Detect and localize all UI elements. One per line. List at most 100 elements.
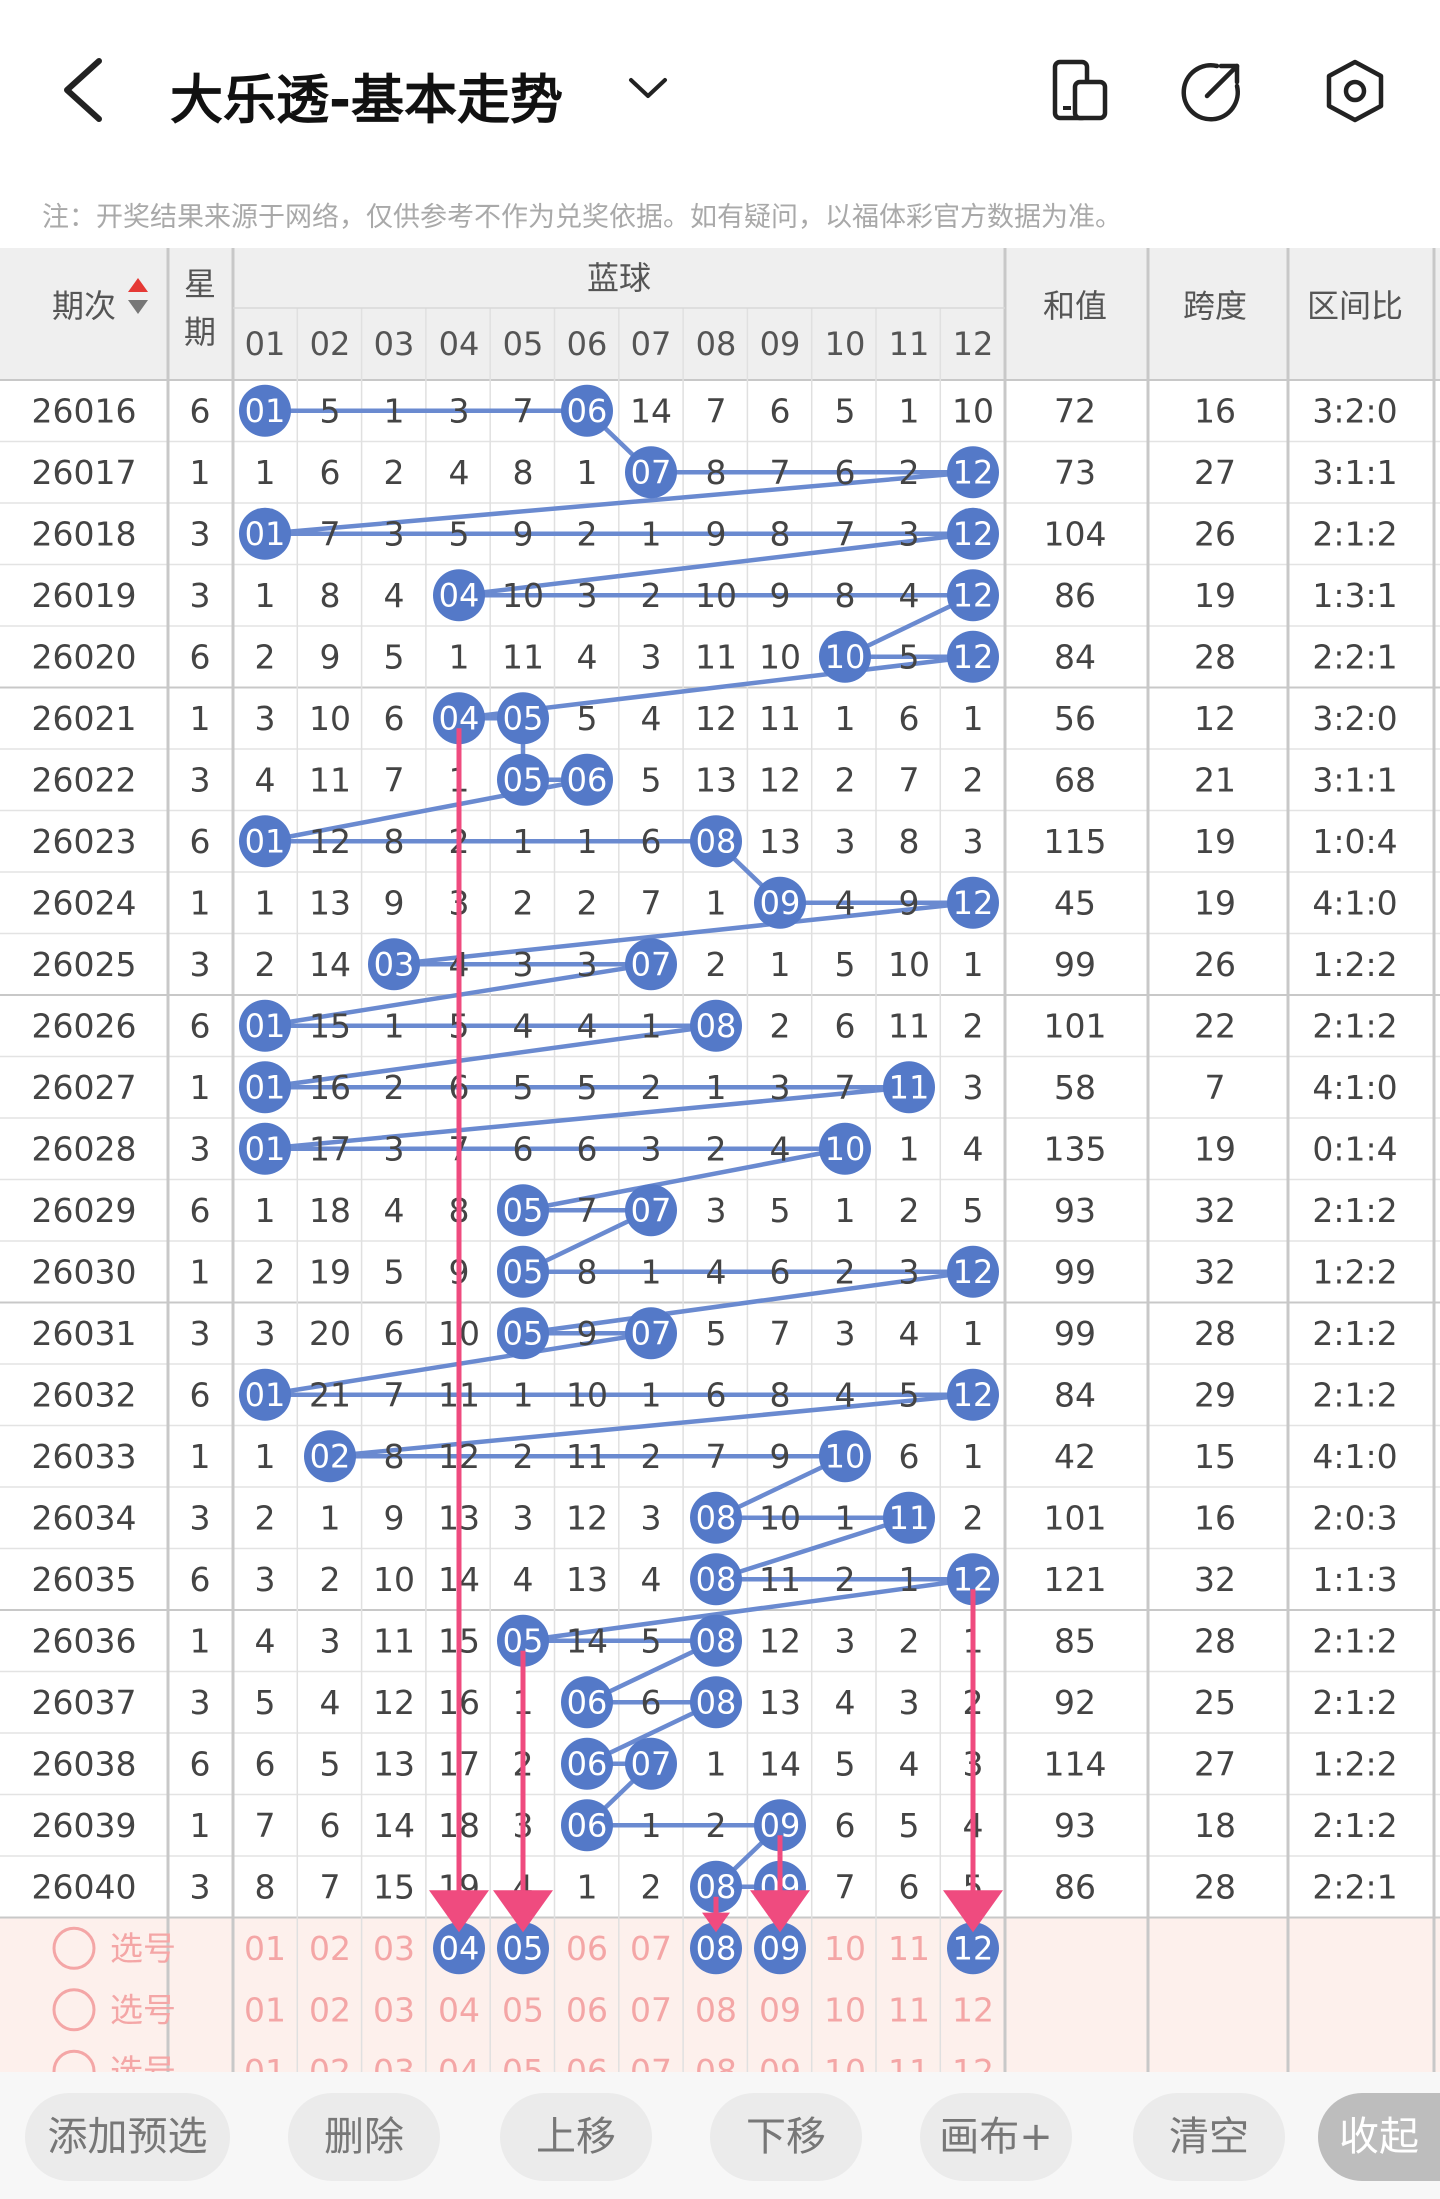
week-cell: 1 [190,1621,211,1660]
candidate-ball[interactable]: 07 [630,1929,672,1968]
omission-count: 2 [835,1252,856,1291]
omission-count: 1 [384,391,405,430]
candidate-ball[interactable]: 06 [566,2052,608,2072]
omission-count: 1 [963,699,984,738]
back-icon[interactable] [55,55,115,125]
omission-count: 4 [899,576,920,615]
omission-count: 7 [320,1867,341,1906]
omission-count: 8 [770,514,791,553]
candidate-ball[interactable]: 02 [309,1990,351,2029]
candidate-ball[interactable]: 03 [373,1990,415,2029]
delete-button[interactable]: 删除 [288,2093,440,2181]
radio-button[interactable] [52,2049,96,2072]
candidate-ball[interactable]: 12 [952,2052,994,2072]
omission-count: 7 [835,1867,856,1906]
blue-ball [947,1245,999,1298]
candidate-ball[interactable]: 10 [824,1929,866,1968]
blue-ball [947,1553,999,1606]
period-cell: 26018 [32,514,137,553]
omission-count: 19 [309,1252,351,1291]
omission-count: 5 [577,699,598,738]
omission-count: 9 [577,1314,598,1353]
week-cell: 6 [190,1560,211,1599]
candidate-ball[interactable]: 07 [630,1990,672,2029]
candidate-ball[interactable]: 06 [566,1929,608,1968]
ratio-cell: 2:1:2 [1312,1621,1397,1660]
ball-number: 03 [374,945,415,983]
candidate-ball[interactable]: 09 [759,1990,801,2029]
omission-count: 9 [899,883,920,922]
sum-cell: 135 [1044,1129,1107,1168]
week-header: 星 [184,265,216,303]
radio-button[interactable] [52,1988,96,2032]
omission-count: 10 [373,1560,415,1599]
chevron-down-icon[interactable] [625,70,671,106]
candidate-ball[interactable]: 08 [695,2052,737,2072]
candidate-ball[interactable]: 05 [502,1990,544,2029]
omission-count: 10 [759,637,801,676]
candidate-ball[interactable]: 09 [759,2052,801,2072]
canvas-button[interactable]: 画布+ [920,2093,1072,2181]
candidate-ball[interactable]: 08 [695,1990,737,2029]
candidate-ball[interactable]: 06 [566,1990,608,2029]
selected-ball[interactable] [754,1922,806,1975]
omission-count: 5 [835,391,856,430]
candidate-ball[interactable]: 01 [244,2052,286,2072]
omission-count: 2 [641,1867,662,1906]
page-title[interactable]: 大乐透-基本走势 [170,70,563,131]
selected-ball[interactable] [947,1922,999,1975]
sort-up-icon[interactable] [128,278,148,292]
candidate-ball[interactable]: 03 [373,2052,415,2072]
add-preselect-button[interactable]: 添加预选 [25,2093,230,2181]
candidate-ball[interactable]: 07 [630,2052,672,2072]
ball-number: 02 [310,1437,351,1475]
candidate-ball[interactable]: 04 [438,1990,480,2029]
selected-ball[interactable] [690,1922,742,1975]
candidate-ball[interactable]: 01 [244,1929,286,1968]
candidate-ball[interactable]: 03 [373,1929,415,1968]
omission-count: 3 [963,1068,984,1107]
selected-ball[interactable] [433,1922,485,1975]
omission-count: 3 [706,1191,727,1230]
omission-count: 7 [320,514,341,553]
ball-number: 04 [439,576,480,614]
candidate-ball[interactable]: 10 [824,2052,866,2072]
candidate-ball[interactable]: 12 [952,1990,994,2029]
omission-count: 6 [770,1252,791,1291]
move-down-button[interactable]: 下移 [710,2093,862,2181]
ball-number: 08 [696,1560,737,1598]
omission-count: 4 [963,1129,984,1168]
share-icon[interactable] [1177,56,1247,126]
radio-button[interactable] [52,1926,96,1970]
omission-count: 1 [641,1006,662,1045]
arrow-head-icon [702,1912,730,1933]
candidate-ball[interactable]: 02 [309,1929,351,1968]
candidate-ball[interactable]: 04 [438,2052,480,2072]
omission-count: 2 [835,1560,856,1599]
candidate-ball[interactable]: 11 [888,1990,930,2029]
selected-ball[interactable] [497,1922,549,1975]
omission-count: 8 [577,1252,598,1291]
omission-count: 4 [835,883,856,922]
omission-count: 11 [695,637,737,676]
candidate-ball[interactable]: 01 [244,1990,286,2029]
blue-ball [883,1061,935,1114]
candidate-ball[interactable]: 02 [309,2052,351,2072]
candidate-ball[interactable]: 10 [824,1990,866,2029]
move-up-button[interactable]: 上移 [500,2093,652,2181]
clear-button[interactable]: 清空 [1133,2093,1285,2181]
omission-count: 13 [566,1560,608,1599]
omission-count: 3 [641,1129,662,1168]
settings-icon[interactable] [1320,56,1390,126]
candidate-ball[interactable]: 11 [888,2052,930,2072]
omission-count: 5 [577,1068,598,1107]
sort-down-icon[interactable] [128,300,148,314]
candidate-ball[interactable]: 05 [502,2052,544,2072]
omission-count: 20 [309,1314,351,1353]
period-cell: 26028 [32,1129,137,1168]
phone-icon[interactable] [1045,56,1115,126]
collapse-button[interactable]: 收起 [1318,2093,1440,2181]
candidate-ball[interactable]: 11 [888,1929,930,1968]
sum-cell: 99 [1054,1252,1096,1291]
omission-count: 2 [641,1068,662,1107]
